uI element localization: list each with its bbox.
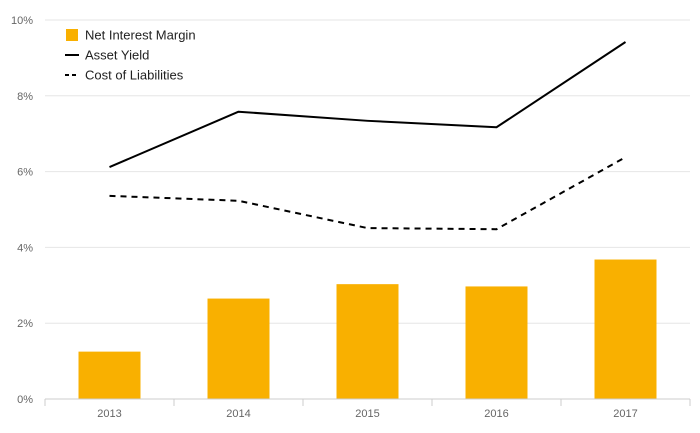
legend-label: Net Interest Margin — [85, 28, 196, 43]
bar-net-interest-margin — [207, 298, 270, 399]
legend-label: Cost of Liabilities — [85, 68, 184, 83]
x-axis: 2013 2014 2015 2016 2017 — [44, 398, 691, 420]
bar-net-interest-margin — [594, 259, 657, 399]
legend: Net Interest Margin Asset Yield Cost of Li… — [65, 28, 196, 83]
y-tick-label: 10% — [11, 15, 33, 27]
y-tick-label: 4% — [17, 242, 33, 254]
line-asset-yield — [109, 41, 627, 168]
legend-label: Asset Yield — [85, 48, 149, 63]
x-tick-label: 2013 — [97, 408, 121, 420]
legend-swatch — [66, 29, 78, 41]
bars — [78, 259, 657, 399]
bar-net-interest-margin — [465, 286, 528, 399]
x-tick-label: 2016 — [484, 408, 508, 420]
x-tick-label: 2014 — [226, 408, 250, 420]
lines — [109, 41, 627, 231]
x-tick-label: 2017 — [613, 408, 637, 420]
y-tick-label: 0% — [17, 394, 33, 406]
bar-net-interest-margin — [336, 284, 399, 399]
y-tick-label: 8% — [17, 91, 33, 103]
y-tick-label: 6% — [17, 167, 33, 179]
line-cost-of-liabilities — [109, 156, 626, 231]
bar-net-interest-margin — [78, 351, 141, 399]
x-tick-label: 2015 — [355, 408, 379, 420]
y-tick-label: 2% — [17, 318, 33, 330]
